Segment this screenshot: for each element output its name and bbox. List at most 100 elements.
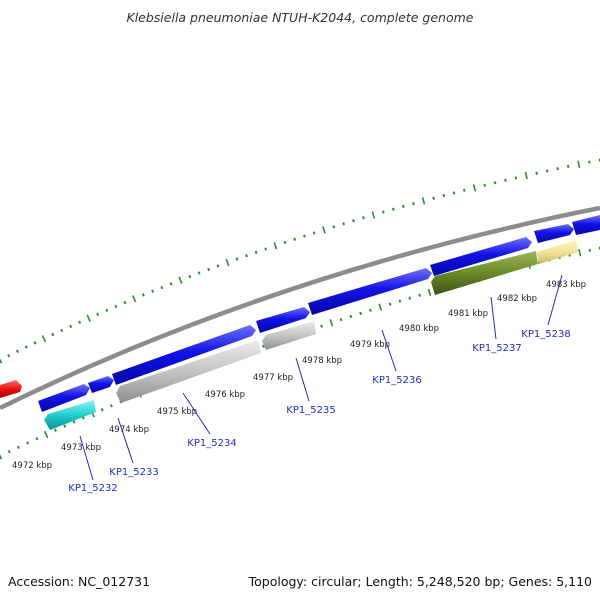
tick-mark xyxy=(273,242,278,250)
map-title: Klebsiella pneumoniae NTUH-K2044, comple… xyxy=(127,10,474,25)
tick-mark xyxy=(151,289,155,293)
kbp-label: 4978 kbp xyxy=(302,356,342,366)
tick-mark xyxy=(53,428,57,432)
gene-arrow xyxy=(534,224,574,243)
gene-label[interactable]: KP1_5238 xyxy=(521,329,570,340)
kbp-label: 4976 kbp xyxy=(205,390,245,400)
tick-mark xyxy=(412,202,415,206)
tick-mark xyxy=(339,318,343,322)
tick-mark xyxy=(566,164,570,169)
kbp-label: 4980 kbp xyxy=(399,324,439,334)
tick-mark xyxy=(7,353,11,358)
gene-label[interactable]: KP1_5236 xyxy=(372,375,421,386)
gene-label[interactable]: KP1_5232 xyxy=(68,483,117,494)
gene-arrow xyxy=(38,384,90,412)
gene-leader-line xyxy=(79,435,94,481)
tick-mark xyxy=(160,285,164,290)
tick-mark xyxy=(342,222,345,226)
gene-leader-line xyxy=(381,329,397,372)
tick-mark xyxy=(86,314,91,322)
tick-mark xyxy=(493,181,497,185)
tick-mark xyxy=(235,257,239,261)
tick-mark xyxy=(0,454,3,460)
tick-mark xyxy=(100,408,104,412)
gene-arrow xyxy=(537,240,578,264)
accession-text: Accession: NC_012731 xyxy=(8,574,150,589)
tick-mark xyxy=(322,226,326,234)
tick-mark xyxy=(178,276,183,284)
tick-mark xyxy=(114,304,118,309)
tick-mark xyxy=(303,234,306,238)
tick-mark xyxy=(16,445,20,449)
gene-leader-line xyxy=(547,274,563,326)
kbp-label: 4983 kbp xyxy=(546,280,586,290)
tick-mark xyxy=(41,335,47,343)
tick-mark xyxy=(408,296,412,300)
tick-mark xyxy=(418,293,421,297)
tick-mark xyxy=(33,341,37,345)
tick-mark xyxy=(197,271,201,275)
tick-mark xyxy=(188,274,192,279)
tick-mark xyxy=(524,171,528,180)
tick-mark xyxy=(35,437,39,441)
tick-mark xyxy=(378,303,383,311)
kbp-label: 4974 kbp xyxy=(109,425,149,435)
tick-mark xyxy=(312,231,316,235)
tick-mark xyxy=(504,178,507,182)
tick-mark xyxy=(293,237,297,241)
tick-mark xyxy=(349,314,353,319)
gene-arrow xyxy=(262,321,316,350)
tick-mark xyxy=(78,320,82,324)
tick-mark xyxy=(72,420,76,424)
tick-mark xyxy=(588,248,592,252)
kbp-label: 4977 kbp xyxy=(253,373,293,383)
tick-mark xyxy=(283,240,287,245)
tick-mark xyxy=(15,349,19,354)
gene-arrow xyxy=(112,325,256,385)
tick-mark xyxy=(51,332,55,337)
tick-mark xyxy=(123,300,127,305)
tick-mark xyxy=(96,312,100,316)
tick-mark xyxy=(105,308,109,313)
kbp-label: 4982 kbp xyxy=(497,294,537,304)
tick-mark xyxy=(26,441,30,445)
tick-mark xyxy=(24,345,28,349)
gene-arrow xyxy=(256,307,310,333)
tick-mark xyxy=(388,302,392,306)
tick-mark xyxy=(141,293,145,297)
tick-mark xyxy=(381,210,385,214)
gene-arrow xyxy=(44,400,96,430)
tick-mark xyxy=(262,344,265,348)
tick-mark xyxy=(332,225,336,229)
tick-mark xyxy=(402,204,405,209)
gene-label[interactable]: KP1_5233 xyxy=(109,467,158,478)
gene-leader-line xyxy=(295,357,310,402)
forward-strand-genes xyxy=(0,215,600,412)
tick-mark xyxy=(359,311,363,315)
tick-mark xyxy=(264,247,268,251)
gene-label[interactable]: KP1_5235 xyxy=(286,405,335,416)
gene-arrow xyxy=(430,237,532,276)
gene-arrow xyxy=(572,215,600,235)
gene-leader-line xyxy=(182,392,211,435)
gene-arrow xyxy=(88,376,114,393)
tick-mark xyxy=(132,295,137,303)
gene-label[interactable]: KP1_5234 xyxy=(187,438,236,449)
tick-mark xyxy=(0,358,3,364)
outer-tick-ring xyxy=(0,158,600,364)
tick-mark xyxy=(109,404,113,408)
gene-arrow xyxy=(431,251,538,295)
tick-mark xyxy=(483,183,487,187)
tick-mark xyxy=(421,197,426,205)
tick-mark xyxy=(362,216,365,220)
gene-leader-line xyxy=(490,296,497,340)
tick-mark xyxy=(60,328,64,333)
gene-arrow xyxy=(308,268,432,315)
tick-mark xyxy=(69,324,73,329)
gene-label[interactable]: KP1_5237 xyxy=(472,343,521,354)
tick-mark xyxy=(432,196,435,200)
kbp-label: 4979 kbp xyxy=(350,340,390,350)
gene-arrow xyxy=(116,340,261,403)
gene-leader-line xyxy=(117,417,134,464)
